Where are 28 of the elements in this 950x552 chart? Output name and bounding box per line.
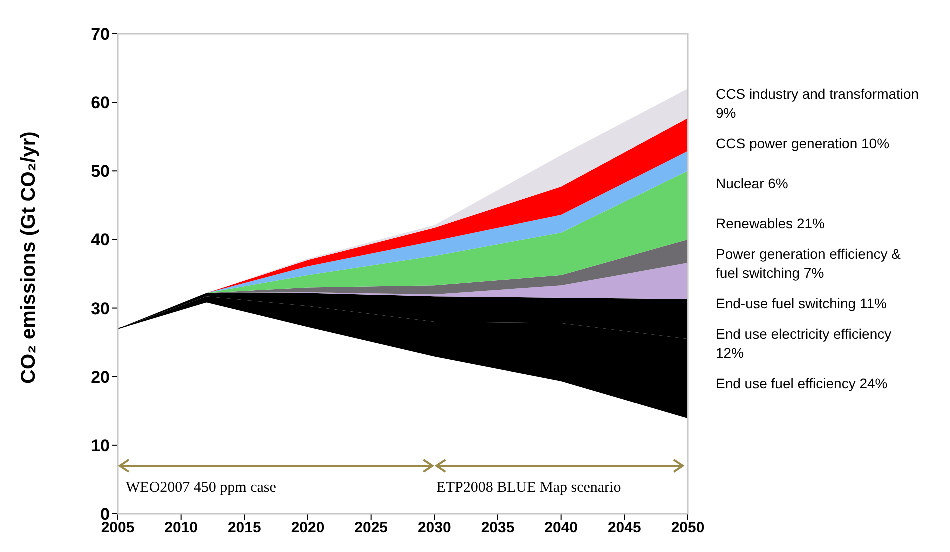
x-tick-label: 2015 [228,520,262,537]
x-tick-label: 2045 [608,520,642,537]
x-tick-label: 2040 [544,520,578,537]
y-axis-title: CO₂ emissions (Gt CO₂/yr) [18,132,40,384]
text: Nuclear 6% [716,174,790,194]
x-tick-label: 2005 [101,520,135,537]
x-tick-label: 2035 [481,520,515,537]
annotation: WEO2007 450 ppm case [126,480,277,496]
y-tick-label: 10 [91,436,110,456]
y-tick-label: 60 [91,94,110,113]
x-tick-label: 2025 [354,520,388,537]
y-tick-label: 40 [91,230,110,250]
series-label: End use electricity efficiency 12% [716,324,893,363]
x-tick-label: 2020 [291,520,325,537]
series-label: Power generation efficiency & fuel switching 7% [716,244,902,283]
series-label: CCS power generation 10% [716,134,891,154]
y-tick-label: 70 [91,25,110,44]
x-tick-label: 2050 [671,520,705,537]
y-tick-label: 20 [91,368,110,387]
y-tick-label: 30 [91,299,110,318]
y-tick-label: 50 [91,162,110,182]
series-label: End use fuel efficiency 24% [716,374,889,394]
x-tick-label: 2010 [164,520,198,537]
series-label: End-use fuel switching 11% [716,294,888,314]
series-label: Renewables 21% [716,214,826,234]
series-label: CCS industry and transformation 9% [716,84,920,123]
x-tick-label: 2030 [418,520,452,537]
annotation: ETP2008 BLUE Map scenario [436,480,622,496]
